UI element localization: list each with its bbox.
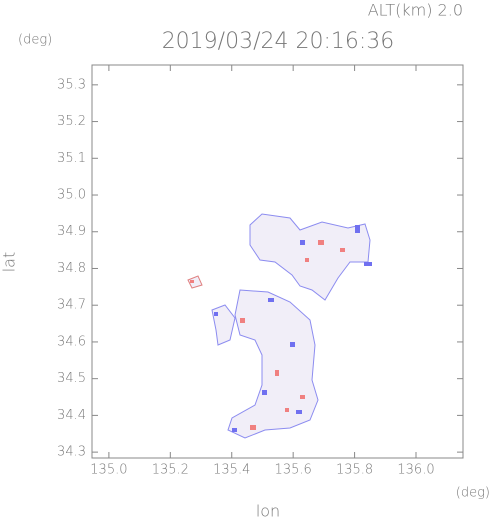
y-tick-label: 34.9 [57,224,86,239]
y-tick-label: 34.5 [57,371,86,386]
x-tick-label: 135.0 [90,463,127,478]
y-tick-label: 35.0 [57,188,86,203]
x-tick-label: 135.8 [336,463,373,478]
x-tick-label: 136.0 [397,463,434,478]
y-tick-label: 35.2 [57,114,86,129]
x-tick-label: 135.4 [213,463,250,478]
y-tick-label: 35.1 [57,151,86,166]
x-label: lon [256,502,280,521]
plot-frame [91,64,464,459]
y-tick-label: 34.4 [57,408,86,423]
y-tick-label: 34.7 [57,298,86,313]
y-tick-label: 34.8 [57,261,86,276]
x-tick-label: 135.2 [152,463,189,478]
y-tick-label: 34.3 [57,445,86,460]
y-unit: (deg) [18,33,52,48]
echo-field [187,213,372,439]
x-tick-label: 135.6 [275,463,312,478]
y-tick-label: 34.6 [57,334,86,349]
altitude-label: ALT(km) 2.0 [368,1,463,20]
x-unit: (deg) [456,486,490,501]
y-label: lat [0,252,19,273]
y-tick-label: 35.3 [57,77,86,92]
chart-title: 2019/03/24 20:16:36 [162,29,395,54]
